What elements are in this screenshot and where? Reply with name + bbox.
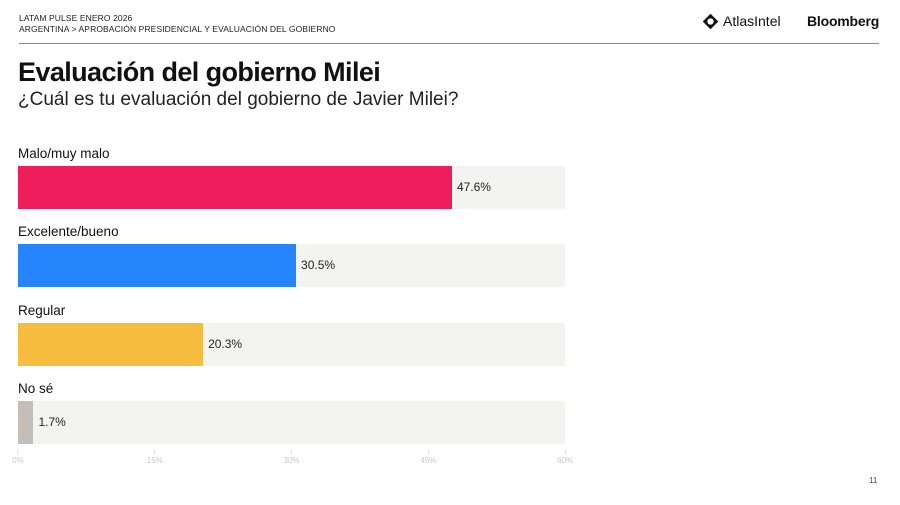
bar-fill — [18, 244, 297, 287]
header-survey: LATAM PULSE ENERO 2026 — [19, 13, 133, 23]
bar-fill — [18, 323, 204, 366]
header-rule — [19, 43, 879, 44]
x-tick: 60% — [557, 450, 573, 465]
x-tick: 45% — [420, 450, 436, 465]
bar-value: 20.3% — [208, 337, 243, 351]
bar-label: No sé — [18, 381, 54, 396]
bar-track: 47.6% — [18, 166, 565, 209]
x-tick: 0% — [12, 450, 24, 465]
bar-fill — [18, 166, 452, 209]
x-tick: 30% — [283, 450, 300, 465]
bar-value: 30.5% — [301, 258, 336, 272]
x-axis: 0% 15% 30% 45% 60% — [12, 450, 573, 470]
page-title: Evaluación del gobierno Milei — [18, 57, 381, 87]
bar-label: Malo/muy malo — [18, 146, 110, 161]
bloomberg-logo: Bloomberg — [807, 13, 880, 29]
bar-label: Regular — [18, 303, 66, 318]
atlasintel-logo: AtlasIntel — [703, 13, 781, 29]
page-number: 11 — [869, 476, 878, 485]
x-tick: 15% — [147, 450, 163, 465]
bar-label: Excelente/bueno — [18, 224, 119, 239]
bar-value: 1.7% — [38, 415, 66, 429]
bar-track: 20.3% — [18, 323, 565, 366]
atlasintel-logo-icon — [703, 13, 718, 29]
page-subtitle: ¿Cuál es tu evaluación del gobierno de J… — [18, 89, 459, 110]
bar-value: 47.6% — [456, 180, 491, 194]
bar-fill — [18, 401, 34, 444]
bar-track: 30.5% — [18, 244, 565, 287]
bar-track: 1.7% — [18, 401, 565, 444]
breadcrumb: ARGENTINA > APROBACIÓN PRESIDENCIAL Y EV… — [19, 24, 336, 34]
atlasintel-logo-text: AtlasIntel — [723, 13, 781, 29]
